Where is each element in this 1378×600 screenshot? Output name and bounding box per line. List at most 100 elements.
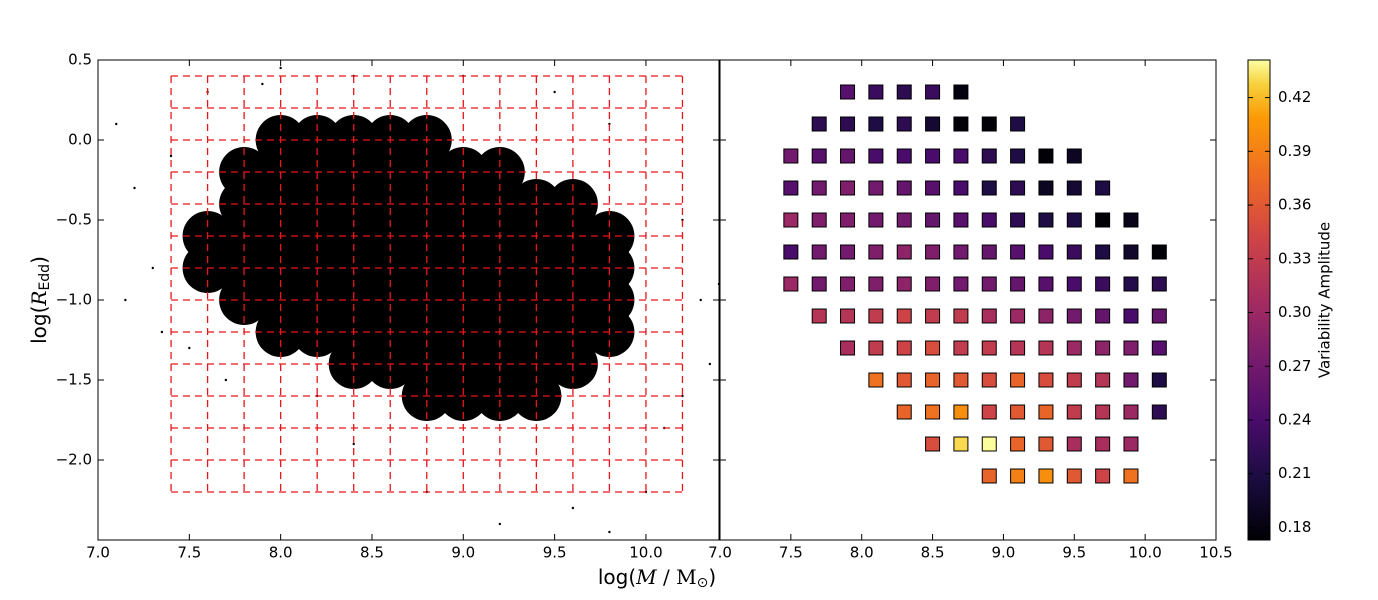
point xyxy=(188,346,191,350)
bin-square xyxy=(1038,372,1054,388)
axes-frame xyxy=(719,59,1217,541)
x-tick-label: 7.0 xyxy=(708,544,732,562)
bin-square xyxy=(1066,148,1082,164)
bin-square xyxy=(896,180,912,196)
point xyxy=(124,298,127,302)
bin-square xyxy=(896,116,912,132)
bin-square xyxy=(1038,212,1054,228)
bin-square xyxy=(840,84,856,100)
bin-square xyxy=(1123,468,1139,484)
bin-square xyxy=(1010,340,1026,356)
bin-square xyxy=(1095,180,1111,196)
bin-square xyxy=(1095,372,1111,388)
colorbar-gradient xyxy=(1247,59,1271,541)
bin-square xyxy=(981,436,997,452)
x-tick-label: 9.0 xyxy=(991,544,1015,562)
bin-square xyxy=(868,276,884,292)
bin-square xyxy=(896,148,912,164)
bin-square xyxy=(1095,340,1111,356)
bin-square xyxy=(1123,244,1139,260)
bin-square xyxy=(1066,468,1082,484)
y-tick-label: −2.0 xyxy=(56,451,92,469)
x-tick-label: 8.0 xyxy=(850,544,874,562)
bin-square xyxy=(1123,436,1139,452)
bin-square xyxy=(1123,308,1139,324)
bin-square xyxy=(925,436,941,452)
bin-square xyxy=(896,308,912,324)
y-tick-label: 0.0 xyxy=(68,131,92,149)
bin-square xyxy=(840,148,856,164)
bin-square xyxy=(811,244,827,260)
bin-square xyxy=(783,212,799,228)
y-tick-label: 0.5 xyxy=(68,51,92,69)
bin-square xyxy=(783,244,799,260)
colorbar-tick-label: 0.33 xyxy=(1278,249,1311,267)
bin-square xyxy=(1123,404,1139,420)
bin-square xyxy=(1066,436,1082,452)
bin-square xyxy=(840,276,856,292)
bin-square xyxy=(1095,436,1111,452)
bin-square xyxy=(1010,212,1026,228)
bin-square xyxy=(783,276,799,292)
bin-square xyxy=(868,212,884,228)
bin-square xyxy=(1066,340,1082,356)
colorbar-tick-label: 0.36 xyxy=(1278,196,1311,214)
bin-square xyxy=(811,308,827,324)
bin-square xyxy=(896,276,912,292)
point xyxy=(160,330,164,334)
bin-square xyxy=(953,276,969,292)
x-tick-label: 9.0 xyxy=(451,544,475,562)
bin-square xyxy=(1010,116,1026,132)
point xyxy=(279,66,282,70)
bin-square xyxy=(981,404,997,420)
bin-square xyxy=(1010,404,1026,420)
bin-square xyxy=(896,212,912,228)
colorbar: 0.18 0.21 0.24 0.27 0.30 0.33 0.36 0.39 0.42 xyxy=(1247,59,1311,541)
colorbar-tick-label: 0.27 xyxy=(1278,357,1311,375)
point xyxy=(261,82,264,86)
bin-square xyxy=(953,116,969,132)
point xyxy=(352,442,355,446)
x-tick-label: 10.0 xyxy=(629,544,662,562)
bin-square xyxy=(783,148,799,164)
bin-square xyxy=(840,180,856,196)
x-tick-label: 7.0 xyxy=(86,544,110,562)
y-tick-label: −1.5 xyxy=(56,371,92,389)
bin-square xyxy=(953,84,969,100)
bin-square xyxy=(1151,308,1167,324)
point xyxy=(708,362,712,366)
bin-square xyxy=(1095,468,1111,484)
bin-square xyxy=(1066,244,1082,260)
point xyxy=(224,378,228,382)
bin-square xyxy=(1010,148,1026,164)
bin-square xyxy=(981,116,997,132)
bin-square xyxy=(1038,244,1054,260)
bin-square xyxy=(1010,308,1026,324)
bin-square xyxy=(953,340,969,356)
bin-square xyxy=(925,404,941,420)
bin-square xyxy=(1066,404,1082,420)
point xyxy=(498,522,502,526)
x-tick-label: 10.5 xyxy=(1199,544,1232,562)
bin-square xyxy=(1151,404,1167,420)
point xyxy=(553,90,556,94)
bin-square xyxy=(981,308,997,324)
bin-square xyxy=(1038,180,1054,196)
x-tick-label: 7.5 xyxy=(779,544,803,562)
bin-square xyxy=(868,372,884,388)
bin-square xyxy=(953,372,969,388)
colorbar-tick-label: 0.21 xyxy=(1278,464,1311,482)
bin-square xyxy=(1095,244,1111,260)
bin-square xyxy=(840,116,856,132)
bin-square xyxy=(1038,148,1054,164)
bin-square xyxy=(1038,468,1054,484)
bin-square xyxy=(1038,276,1054,292)
bin-square xyxy=(868,116,884,132)
bin-square xyxy=(1010,372,1026,388)
bin-square xyxy=(953,180,969,196)
bin-square xyxy=(1123,372,1139,388)
bin-square xyxy=(1010,276,1026,292)
y-axis-label: log(REdd) xyxy=(27,256,54,344)
bin-square xyxy=(925,212,941,228)
bin-square xyxy=(840,244,856,260)
